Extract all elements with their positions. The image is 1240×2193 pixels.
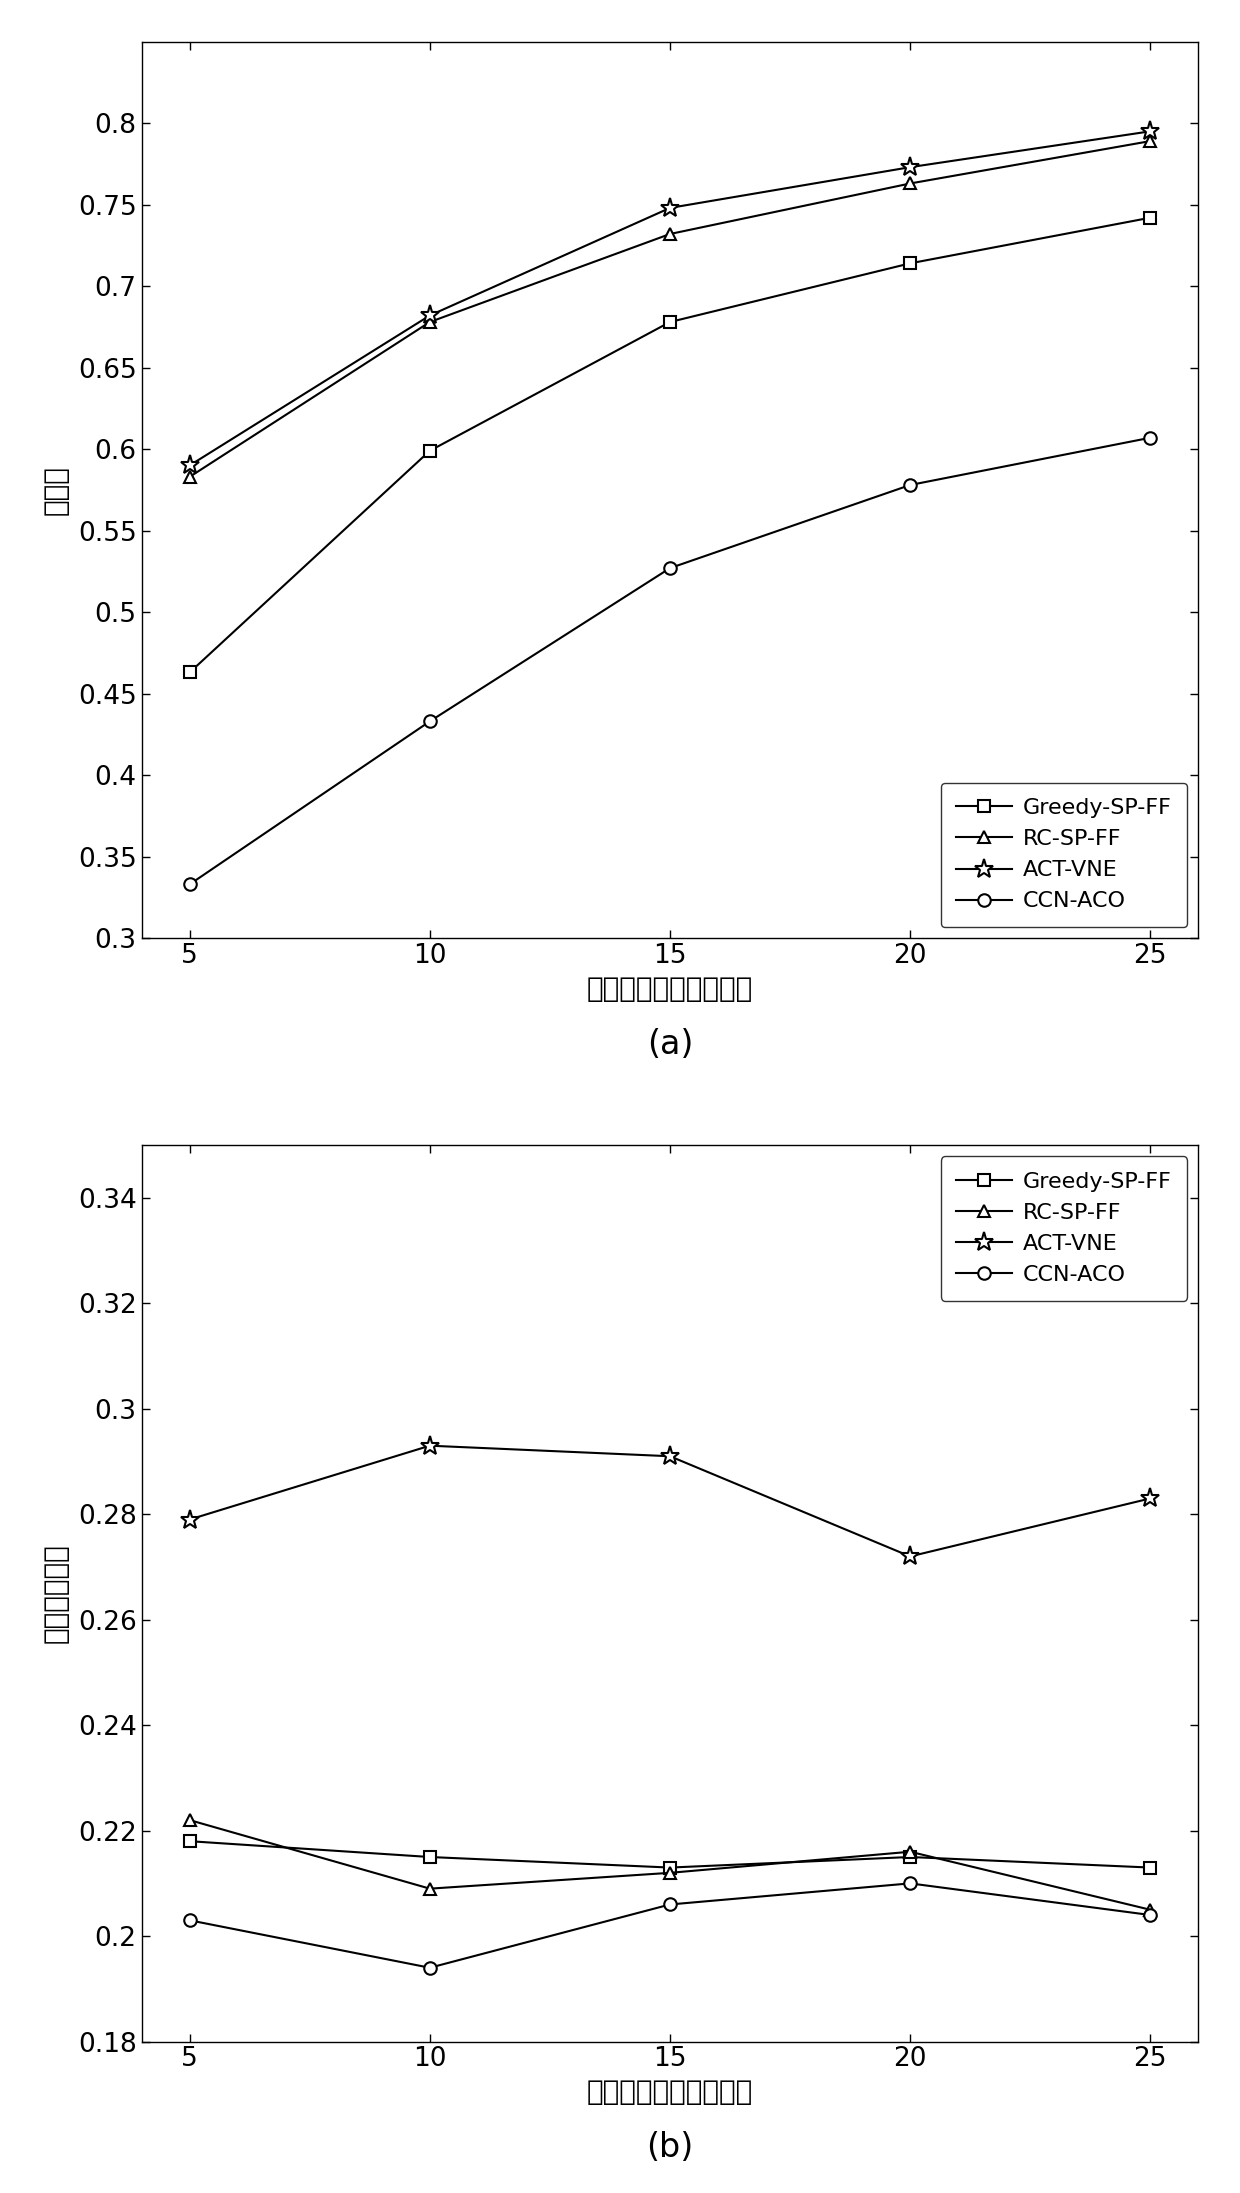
Legend: Greedy-SP-FF, RC-SP-FF, ACT-VNE, CCN-ACO: Greedy-SP-FF, RC-SP-FF, ACT-VNE, CCN-ACO: [941, 783, 1187, 928]
Line: ACT-VNE: ACT-VNE: [180, 1436, 1161, 1566]
Legend: Greedy-SP-FF, RC-SP-FF, ACT-VNE, CCN-ACO: Greedy-SP-FF, RC-SP-FF, ACT-VNE, CCN-ACO: [941, 1156, 1187, 1300]
RC-SP-FF: [662, 221, 677, 248]
ACT-VNE: [1143, 1485, 1158, 1511]
CCN-ACO: [182, 1908, 197, 1934]
Line: RC-SP-FF: RC-SP-FF: [184, 1814, 1157, 1917]
Greedy-SP-FF: [1143, 1855, 1158, 1882]
X-axis label: 虚拟网络平均到达速率: 虚拟网络平均到达速率: [587, 974, 753, 1002]
ACT-VNE: [423, 1432, 438, 1458]
ACT-VNE: [423, 303, 438, 329]
RC-SP-FF: [1143, 127, 1158, 154]
Y-axis label: 链路负载平衡: 链路负载平衡: [42, 1544, 69, 1643]
ACT-VNE: [903, 1544, 918, 1570]
RC-SP-FF: [182, 1807, 197, 1833]
ACT-VNE: [662, 195, 677, 221]
ACT-VNE: [662, 1443, 677, 1469]
X-axis label: 虚拟网络平均到达速率: 虚拟网络平均到达速率: [587, 2079, 753, 2105]
Line: Greedy-SP-FF: Greedy-SP-FF: [184, 211, 1157, 678]
RC-SP-FF: [903, 1838, 918, 1864]
RC-SP-FF: [182, 463, 197, 489]
RC-SP-FF: [1143, 1897, 1158, 1923]
RC-SP-FF: [662, 1860, 677, 1886]
Line: Greedy-SP-FF: Greedy-SP-FF: [184, 1836, 1157, 1873]
Text: (b): (b): [646, 2132, 693, 2164]
ACT-VNE: [182, 1507, 197, 1533]
ACT-VNE: [1143, 118, 1158, 145]
Greedy-SP-FF: [423, 439, 438, 465]
CCN-ACO: [903, 1871, 918, 1897]
Y-axis label: 阻塞率: 阻塞率: [42, 465, 69, 515]
ACT-VNE: [903, 154, 918, 180]
RC-SP-FF: [423, 1875, 438, 1901]
Greedy-SP-FF: [182, 1829, 197, 1855]
CCN-ACO: [662, 1890, 677, 1917]
CCN-ACO: [662, 555, 677, 581]
CCN-ACO: [1143, 1901, 1158, 1928]
Line: CCN-ACO: CCN-ACO: [184, 432, 1157, 890]
CCN-ACO: [423, 708, 438, 735]
Greedy-SP-FF: [662, 309, 677, 336]
Line: RC-SP-FF: RC-SP-FF: [184, 134, 1157, 482]
Line: CCN-ACO: CCN-ACO: [184, 1877, 1157, 1974]
RC-SP-FF: [903, 171, 918, 197]
CCN-ACO: [182, 871, 197, 897]
Greedy-SP-FF: [662, 1855, 677, 1882]
RC-SP-FF: [423, 309, 438, 336]
CCN-ACO: [1143, 425, 1158, 452]
Text: (a): (a): [647, 1029, 693, 1061]
Greedy-SP-FF: [903, 250, 918, 276]
Greedy-SP-FF: [182, 660, 197, 686]
ACT-VNE: [182, 452, 197, 478]
CCN-ACO: [903, 471, 918, 498]
Line: ACT-VNE: ACT-VNE: [180, 121, 1161, 476]
Greedy-SP-FF: [423, 1844, 438, 1871]
Greedy-SP-FF: [903, 1844, 918, 1871]
CCN-ACO: [423, 1954, 438, 1980]
Greedy-SP-FF: [1143, 204, 1158, 230]
